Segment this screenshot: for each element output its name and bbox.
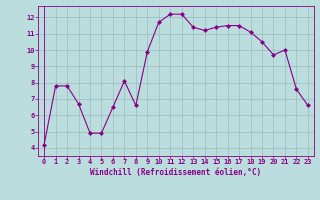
X-axis label: Windchill (Refroidissement éolien,°C): Windchill (Refroidissement éolien,°C) (91, 168, 261, 177)
